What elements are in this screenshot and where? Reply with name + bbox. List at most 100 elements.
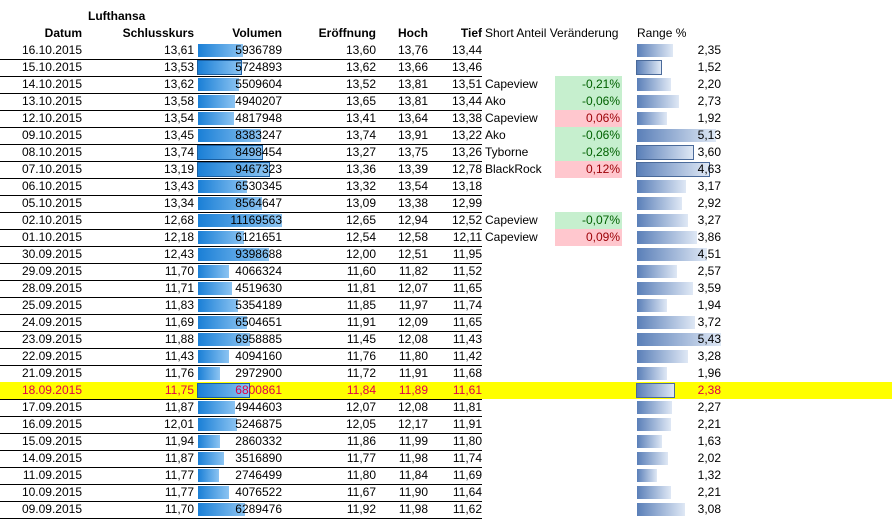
cell-low[interactable]: 13,44 bbox=[451, 94, 482, 108]
cell-short-holder[interactable] bbox=[485, 263, 555, 280]
cell-date[interactable]: 23.09.2015 bbox=[21, 332, 82, 346]
cell-high[interactable]: 13,64 bbox=[397, 111, 428, 125]
cell-volume[interactable]: 4940207 bbox=[235, 94, 282, 108]
cell-high[interactable]: 12,94 bbox=[397, 213, 428, 227]
cell-high[interactable]: 11,84 bbox=[398, 468, 428, 482]
cell-volume[interactable]: 9398688 bbox=[235, 247, 282, 261]
cell-high[interactable]: 13,54 bbox=[397, 179, 428, 193]
cell-close[interactable]: 13,54 bbox=[163, 111, 194, 125]
cell-low[interactable]: 11,52 bbox=[452, 264, 482, 278]
cell-open[interactable]: 11,67 bbox=[346, 485, 376, 499]
cell-open[interactable]: 13,36 bbox=[345, 162, 376, 176]
cell-close[interactable]: 11,71 bbox=[164, 281, 194, 295]
cell-open[interactable]: 13,52 bbox=[345, 77, 376, 91]
cell-volume[interactable]: 8383247 bbox=[235, 128, 282, 142]
cell-close[interactable]: 11,75 bbox=[164, 383, 194, 397]
cell-volume[interactable]: 2972900 bbox=[235, 366, 282, 380]
cell-low[interactable]: 11,65 bbox=[452, 281, 482, 295]
cell-high[interactable]: 13,66 bbox=[397, 60, 428, 74]
cell-short-holder[interactable] bbox=[485, 501, 555, 518]
cell-short-holder[interactable] bbox=[485, 331, 555, 348]
cell-range[interactable]: 5,43 bbox=[697, 332, 721, 346]
cell-short-holder[interactable]: Ako bbox=[485, 94, 506, 108]
cell-short-holder[interactable] bbox=[485, 297, 555, 314]
cell-date[interactable]: 06.10.2015 bbox=[21, 179, 82, 193]
cell-short-holder[interactable]: Capeview bbox=[485, 77, 538, 91]
cell-range[interactable]: 2,92 bbox=[697, 196, 721, 210]
cell-open[interactable]: 12,00 bbox=[345, 247, 376, 261]
cell-low[interactable]: 13,26 bbox=[451, 145, 482, 159]
cell-date[interactable]: 14.09.2015 bbox=[21, 451, 82, 465]
cell-open[interactable]: 11,85 bbox=[346, 298, 376, 312]
cell-close[interactable]: 11,88 bbox=[164, 332, 194, 346]
cell-low[interactable]: 13,22 bbox=[451, 128, 482, 142]
cell-date[interactable]: 12.10.2015 bbox=[21, 111, 82, 125]
cell-short-holder[interactable] bbox=[485, 246, 555, 263]
cell-close[interactable]: 13,34 bbox=[163, 196, 194, 210]
cell-high[interactable]: 13,81 bbox=[397, 94, 428, 108]
cell-range[interactable]: 3,60 bbox=[697, 145, 721, 159]
cell-high[interactable]: 13,39 bbox=[397, 162, 428, 176]
cell-close[interactable]: 13,45 bbox=[163, 128, 194, 142]
cell-date[interactable]: 22.09.2015 bbox=[21, 349, 82, 363]
cell-volume[interactable]: 4066324 bbox=[235, 264, 282, 278]
cell-open[interactable]: 12,65 bbox=[345, 213, 376, 227]
cell-low[interactable]: 11,91 bbox=[452, 417, 482, 431]
cell-short-holder[interactable] bbox=[485, 399, 555, 416]
cell-range[interactable]: 1,92 bbox=[697, 111, 721, 125]
cell-low[interactable]: 11,64 bbox=[452, 485, 482, 499]
cell-low[interactable]: 11,62 bbox=[452, 502, 482, 516]
cell-high[interactable]: 13,38 bbox=[397, 196, 428, 210]
cell-date[interactable]: 21.09.2015 bbox=[21, 366, 82, 380]
cell-short-holder[interactable] bbox=[485, 382, 555, 399]
cell-date[interactable]: 09.10.2015 bbox=[21, 128, 82, 142]
cell-range[interactable]: 2,02 bbox=[697, 451, 721, 465]
cell-high[interactable]: 11,98 bbox=[398, 451, 428, 465]
cell-high[interactable]: 13,81 bbox=[397, 77, 428, 91]
cell-low[interactable]: 11,81 bbox=[452, 400, 482, 414]
cell-open[interactable]: 11,60 bbox=[346, 264, 376, 278]
cell-open[interactable]: 13,74 bbox=[345, 128, 376, 142]
cell-open[interactable]: 11,92 bbox=[346, 502, 376, 516]
cell-date[interactable]: 25.09.2015 bbox=[21, 298, 82, 312]
cell-low[interactable]: 12,52 bbox=[451, 213, 482, 227]
cell-short-holder[interactable] bbox=[485, 467, 555, 484]
cell-short-holder[interactable] bbox=[485, 416, 555, 433]
cell-volume[interactable]: 3516890 bbox=[235, 451, 282, 465]
cell-range[interactable]: 2,21 bbox=[697, 417, 721, 431]
cell-range[interactable]: 1,32 bbox=[697, 468, 721, 482]
cell-date[interactable]: 08.10.2015 bbox=[21, 145, 82, 159]
cell-open[interactable]: 13,62 bbox=[345, 60, 376, 74]
cell-short-holder[interactable] bbox=[485, 280, 555, 297]
cell-date[interactable]: 07.10.2015 bbox=[21, 162, 82, 176]
cell-short-holder[interactable]: Capeview bbox=[485, 230, 538, 244]
cell-short-holder[interactable] bbox=[485, 178, 555, 195]
cell-close[interactable]: 13,53 bbox=[163, 60, 194, 74]
cell-range[interactable]: 1,63 bbox=[697, 434, 721, 448]
cell-high[interactable]: 12,51 bbox=[397, 247, 428, 261]
cell-volume[interactable]: 8498454 bbox=[235, 145, 282, 159]
cell-volume[interactable]: 9467323 bbox=[235, 162, 282, 176]
cell-open[interactable]: 11,77 bbox=[346, 451, 376, 465]
cell-close[interactable]: 11,77 bbox=[164, 468, 194, 482]
cell-short-holder[interactable]: Capeview bbox=[485, 111, 538, 125]
cell-low[interactable]: 11,65 bbox=[452, 315, 482, 329]
cell-short-holder[interactable] bbox=[485, 450, 555, 467]
cell-low[interactable]: 11,74 bbox=[452, 451, 482, 465]
cell-close[interactable]: 12,18 bbox=[163, 230, 194, 244]
cell-high[interactable]: 12,58 bbox=[397, 230, 428, 244]
cell-open[interactable]: 11,84 bbox=[346, 383, 376, 397]
cell-short-holder[interactable]: BlackRock bbox=[485, 162, 542, 176]
cell-high[interactable]: 11,99 bbox=[398, 434, 428, 448]
cell-close[interactable]: 11,70 bbox=[164, 502, 194, 516]
cell-low[interactable]: 11,74 bbox=[452, 298, 482, 312]
cell-volume[interactable]: 5724893 bbox=[235, 60, 282, 74]
cell-date[interactable]: 17.09.2015 bbox=[21, 400, 82, 414]
cell-date[interactable]: 29.09.2015 bbox=[21, 264, 82, 278]
cell-short-change[interactable]: 0,12% bbox=[555, 161, 622, 178]
cell-volume[interactable]: 6958885 bbox=[235, 332, 282, 346]
cell-range[interactable]: 3,86 bbox=[697, 230, 721, 244]
cell-open[interactable]: 11,80 bbox=[346, 468, 376, 482]
cell-volume[interactable]: 8564647 bbox=[235, 196, 282, 210]
cell-volume[interactable]: 2746499 bbox=[235, 468, 282, 482]
